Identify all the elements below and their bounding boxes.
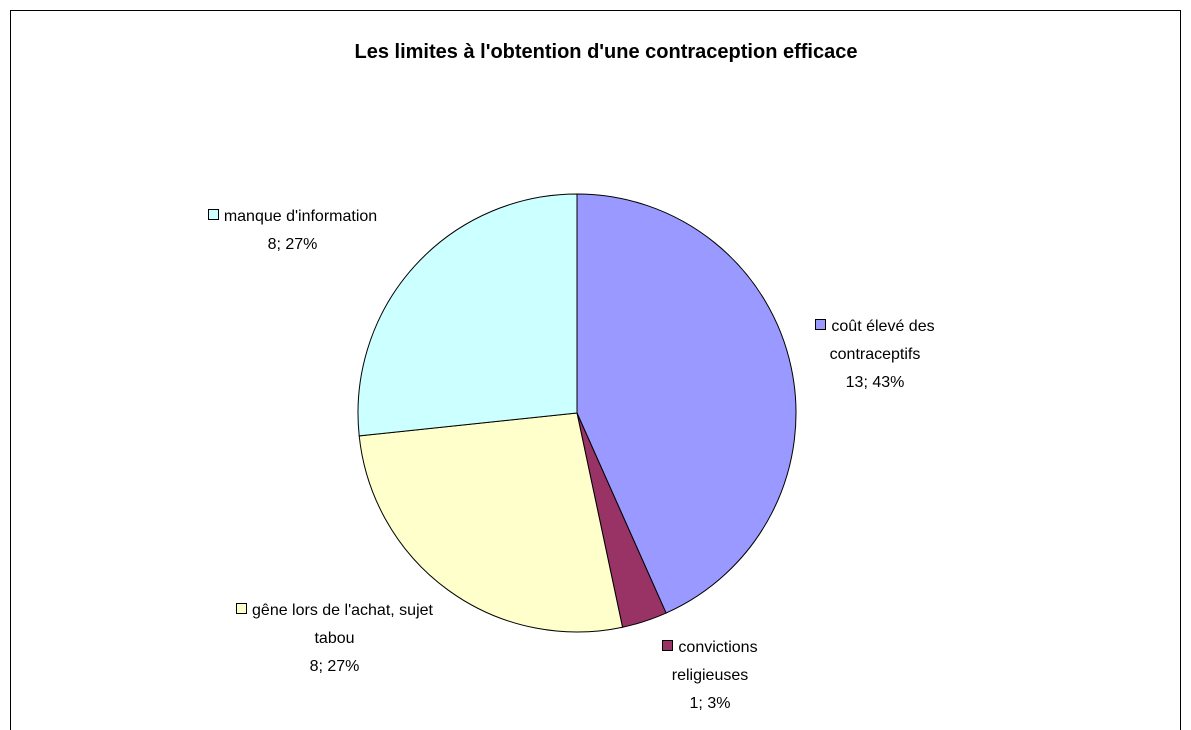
chart-title: Les limites à l'obtention d'une contrace… [355,41,858,63]
category-label: gêne lors de l'achat, sujet tabou [252,602,433,647]
legend-marker [815,319,827,330]
slice-label: convictions religieuses 1; 3% [640,634,780,718]
pie-slice [358,412,624,633]
chart-frame [10,10,1181,730]
value-label: 13; 43% [845,374,905,391]
category-label: coût élevé des contraceptifs [829,318,935,363]
slice-label: manque d'information 8; 27% [165,203,420,259]
value-label: 8; 27% [267,236,318,253]
slice-label: gêne lors de l'achat, sujet tabou 8; 27% [222,597,447,681]
legend-marker [207,209,219,220]
pie-slice [576,193,797,614]
pie-slice [357,193,578,437]
value-label: 1; 3% [689,695,731,712]
value-label: 8; 27% [309,658,360,675]
category-label: manque d'information [223,208,378,225]
slice-label: coût élevé des contraceptifs 13; 43% [795,313,955,397]
legend-marker [236,603,248,614]
category-label: convictions religieuses [671,639,758,684]
legend-marker [662,640,674,651]
